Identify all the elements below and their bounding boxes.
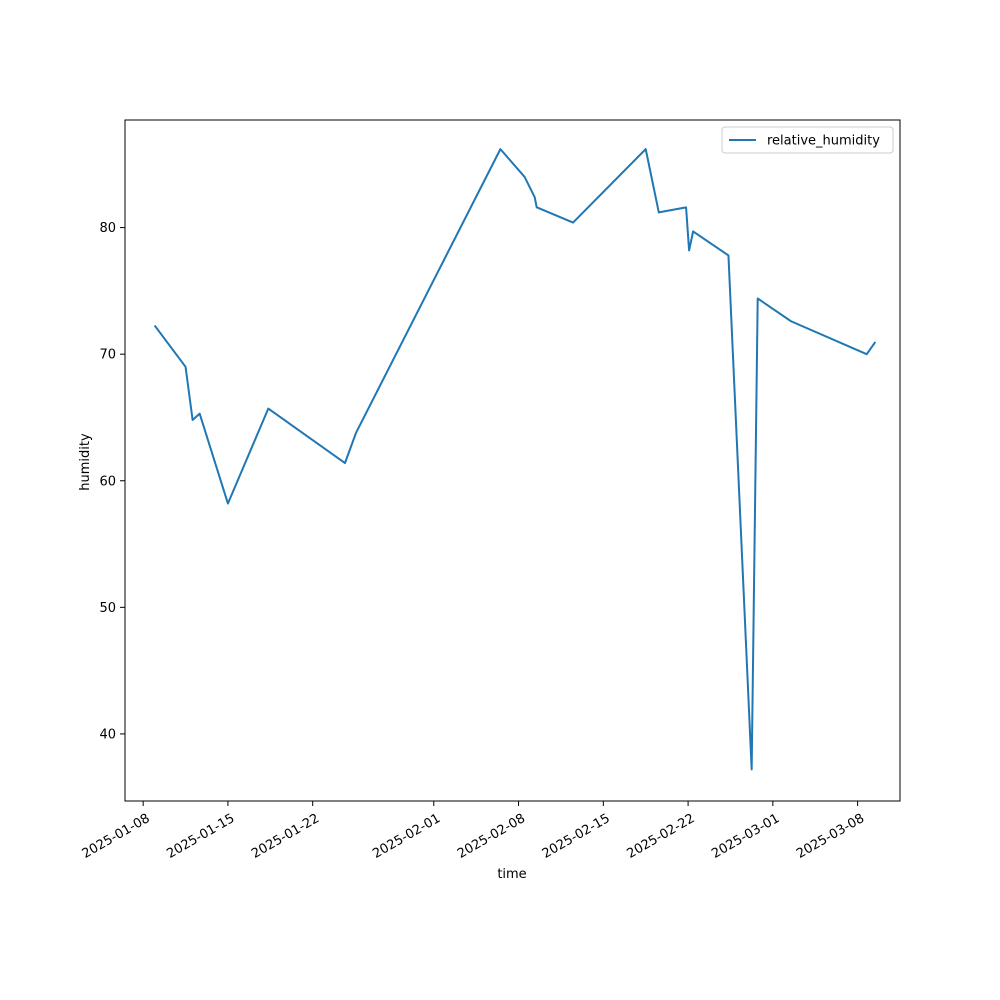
x-tick-label: 2025-01-15 [164,811,237,862]
legend: relative_humidity [721,126,894,154]
x-tick-label: 2025-03-08 [794,811,867,862]
y-axis-label: humidity [78,433,93,491]
legend-box [721,126,894,154]
y-tick-label: 50 [99,601,116,616]
series-line-relative-humidity [153,148,877,771]
plot-area [153,148,877,771]
y-tick-label: 60 [99,474,116,489]
y-axis-ticks: 40 50 60 70 80 [99,221,125,742]
x-tick-label: 2025-03-01 [709,811,782,862]
y-tick-label: 70 [99,348,116,363]
y-tick-label: 80 [99,221,116,236]
x-tick-label: 2025-01-08 [80,811,153,862]
x-axis-ticks: 2025-01-08 2025-01-15 2025-01-22 2025-02-01… [80,801,867,862]
x-axis-label: time [497,867,526,882]
x-tick-label: 2025-01-22 [249,811,322,862]
plot-frame [124,119,901,802]
x-tick-label: 2025-02-01 [370,811,443,862]
x-tick-label: 2025-02-15 [540,811,613,862]
x-tick-label: 2025-02-08 [455,811,528,862]
legend-label: relative_humidity [767,134,880,149]
y-tick-label: 40 [99,727,116,742]
x-tick-label: 2025-02-22 [625,811,698,862]
